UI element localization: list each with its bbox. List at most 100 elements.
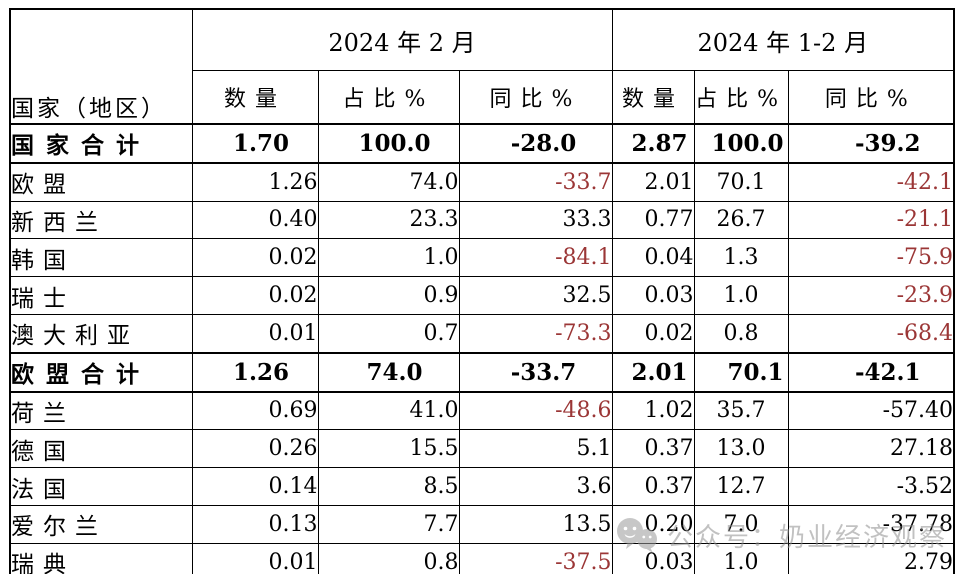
value-cell: 35.7 — [693, 391, 789, 431]
value-cell: 23.3 — [317, 200, 460, 240]
value-cell: 0.02 — [191, 238, 319, 278]
value-cell: 100.0 — [317, 123, 460, 164]
value-cell: 0.69 — [191, 391, 319, 431]
table-row: 瑞典 0.01 0.8 -37.5 0.03 1.0 2.79 — [9, 542, 955, 574]
row-label: 欧盟合计 — [9, 351, 193, 393]
value-cell: 1.02 — [611, 391, 695, 431]
value-cell: -3.52 — [787, 467, 955, 506]
value-cell: -21.1 — [787, 200, 955, 240]
import-data-table: 国家（地区） 2024 年 2 月 2024 年 1-2 月 数量 占比% 同比… — [9, 8, 956, 574]
value-cell: 1.0 — [693, 542, 789, 574]
value-cell: 0.04 — [611, 238, 695, 278]
value-cell: 1.26 — [191, 351, 319, 393]
row-label: 韩国 — [9, 238, 193, 278]
column-group-header-feb: 2024 年 2 月 — [191, 8, 613, 71]
value-cell: 2.87 — [611, 123, 695, 164]
table-row: 韩国 0.02 1.0 -84.1 0.04 1.3 -75.9 — [9, 238, 955, 278]
value-cell: 27.18 — [787, 429, 955, 469]
table-row-total: 欧盟合计 1.26 74.0 -33.7 2.01 70.1 -42.1 — [9, 351, 955, 393]
value-cell: 2.01 — [611, 162, 695, 202]
table-row: 荷兰 0.69 41.0 -48.6 1.02 35.7 -57.40 — [9, 391, 955, 431]
value-cell: -23.9 — [787, 276, 955, 315]
value-cell: 70.1 — [693, 351, 789, 393]
value-cell: 0.37 — [611, 429, 695, 469]
value-cell: 7.0 — [693, 504, 789, 544]
value-cell: 0.26 — [191, 429, 319, 469]
table-row: 德国 0.26 15.5 5.1 0.37 13.0 27.18 — [9, 429, 955, 469]
value-cell: 74.0 — [317, 162, 460, 202]
table-row: 瑞士 0.02 0.9 32.5 0.03 1.0 -23.9 — [9, 276, 955, 315]
value-cell: 0.14 — [191, 467, 319, 506]
value-cell: -39.2 — [787, 123, 955, 164]
value-cell: 0.01 — [191, 313, 319, 354]
value-cell: 0.03 — [611, 276, 695, 315]
row-label: 荷兰 — [9, 391, 193, 431]
subheader-yoy-2: 同比% — [787, 70, 955, 125]
row-label: 欧盟 — [9, 162, 193, 202]
table-row: 新西兰 0.40 23.3 33.3 0.77 26.7 -21.1 — [9, 200, 955, 240]
value-cell: 8.5 — [317, 467, 460, 506]
value-cell: -37.78 — [787, 504, 955, 544]
value-cell: -42.1 — [787, 351, 955, 393]
value-cell: 41.0 — [317, 391, 460, 431]
column-group-header-jan-feb: 2024 年 1-2 月 — [611, 8, 955, 71]
value-cell: 13.5 — [458, 504, 613, 544]
value-cell: 15.5 — [317, 429, 460, 469]
table-row: 法国 0.14 8.5 3.6 0.37 12.7 -3.52 — [9, 467, 955, 506]
header-row-groups: 国家（地区） 2024 年 2 月 2024 年 1-2 月 — [9, 8, 955, 125]
value-cell: -84.1 — [458, 238, 613, 278]
value-cell: 0.37 — [611, 467, 695, 506]
table-row: 爱尔兰 0.13 7.7 13.5 0.20 7.0 -37.78 — [9, 504, 955, 544]
value-cell: -68.4 — [787, 313, 955, 354]
row-label: 瑞典 — [9, 542, 193, 574]
value-cell: 1.0 — [693, 276, 789, 315]
value-cell: 0.13 — [191, 504, 319, 544]
value-cell: -28.0 — [458, 123, 613, 164]
table-body: 国家合计 1.70 100.0 -28.0 2.87 100.0 -39.2 欧盟 1.26 74… — [9, 123, 955, 574]
value-cell: 0.77 — [611, 200, 695, 240]
value-cell: -33.7 — [458, 351, 613, 393]
value-cell: -37.5 — [458, 542, 613, 574]
row-label: 瑞士 — [9, 276, 193, 315]
value-cell: 0.02 — [191, 276, 319, 315]
value-cell: 1.70 — [191, 123, 319, 164]
value-cell: 1.26 — [191, 162, 319, 202]
value-cell: 0.7 — [317, 313, 460, 354]
value-cell: 13.0 — [693, 429, 789, 469]
value-cell: 74.0 — [317, 351, 460, 393]
value-cell: 0.8 — [693, 313, 789, 354]
value-cell: 7.7 — [317, 504, 460, 544]
value-cell: 26.7 — [693, 200, 789, 240]
value-cell: 32.5 — [458, 276, 613, 315]
subheader-yoy-1: 同比% — [458, 70, 613, 125]
table-row-total: 国家合计 1.70 100.0 -28.0 2.87 100.0 -39.2 — [9, 123, 955, 164]
row-label: 新西兰 — [9, 200, 193, 240]
row-label: 爱尔兰 — [9, 504, 193, 544]
value-cell: 2.79 — [787, 542, 955, 574]
value-cell: 0.20 — [611, 504, 695, 544]
subheader-quantity-1: 数量 — [191, 70, 319, 125]
value-cell: 5.1 — [458, 429, 613, 469]
value-cell: -48.6 — [458, 391, 613, 431]
value-cell: -57.40 — [787, 391, 955, 431]
table-row: 澳大利亚 0.01 0.7 -73.3 0.02 0.8 -68.4 — [9, 313, 955, 354]
value-cell: -42.1 — [787, 162, 955, 202]
value-cell: 0.01 — [191, 542, 319, 574]
value-cell: 2.01 — [611, 351, 695, 393]
row-label: 国家合计 — [9, 123, 193, 164]
corner-header-cell: 国家（地区） — [9, 8, 193, 125]
value-cell: 12.7 — [693, 467, 789, 506]
value-cell: 3.6 — [458, 467, 613, 506]
value-cell: 0.9 — [317, 276, 460, 315]
value-cell: 100.0 — [693, 123, 789, 164]
value-cell: -73.3 — [458, 313, 613, 354]
subheader-share-2: 占比% — [693, 70, 789, 125]
row-label: 澳大利亚 — [9, 313, 193, 354]
value-cell: 0.02 — [611, 313, 695, 354]
value-cell: 1.3 — [693, 238, 789, 278]
value-cell: 33.3 — [458, 200, 613, 240]
value-cell: 0.8 — [317, 542, 460, 574]
value-cell: 0.03 — [611, 542, 695, 574]
value-cell: 1.0 — [317, 238, 460, 278]
